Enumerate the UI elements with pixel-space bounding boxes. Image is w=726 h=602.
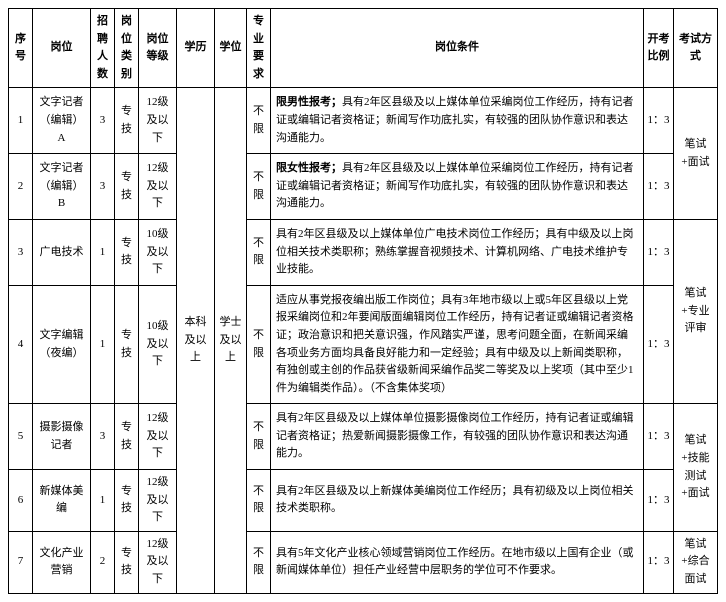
cell-major: 不限	[247, 531, 271, 593]
cell-post: 新媒体美编	[33, 470, 91, 532]
cell-post: 广电技术	[33, 219, 91, 285]
table-row: 6 新媒体美编 1 专技 12级及以下 不限 具有2年区县级及以上新媒体美编岗位…	[9, 470, 718, 532]
cell-cat: 专技	[115, 219, 139, 285]
cell-major: 不限	[247, 285, 271, 404]
cell-grade: 10级及以下	[139, 285, 177, 404]
table-row: 1 文字记者（编辑）A 3 专技 12级及以下 本科及以上 学士及以上 不限 限…	[9, 88, 718, 154]
header-cond: 岗位条件	[271, 9, 644, 88]
cell-post: 文字记者（编辑）B	[33, 154, 91, 220]
header-seq: 序号	[9, 9, 33, 88]
table-row: 5 摄影摄像记者 3 专技 12级及以下 不限 具有2年区县级及以上媒体单位摄影…	[9, 404, 718, 470]
cell-grade: 10级及以下	[139, 219, 177, 285]
cell-exam: 笔试+专业评审	[674, 219, 718, 403]
cell-num: 1	[91, 285, 115, 404]
cell-cat: 专技	[115, 470, 139, 532]
cell-cond: 具有2年区县级及以上媒体单位广电技术岗位工作经历；具有中级及以上岗位相关技术类职…	[271, 219, 644, 285]
table-row: 3 广电技术 1 专技 10级及以下 不限 具有2年区县级及以上媒体单位广电技术…	[9, 219, 718, 285]
cell-num: 3	[91, 154, 115, 220]
cell-cond: 限男性报考；具有2年区县级及以上媒体单位采编岗位工作经历，持有记者证或编辑记者资…	[271, 88, 644, 154]
header-grade: 岗位等级	[139, 9, 177, 88]
cell-major: 不限	[247, 88, 271, 154]
cell-cat: 专技	[115, 154, 139, 220]
cell-edu: 本科及以上	[177, 88, 215, 593]
cell-num: 3	[91, 404, 115, 470]
cell-ratio: 1：3	[644, 88, 674, 154]
cond-bold: 限男性报考；	[276, 96, 342, 108]
cell-seq: 6	[9, 470, 33, 532]
cell-post: 文字记者（编辑）A	[33, 88, 91, 154]
cell-cat: 专技	[115, 531, 139, 593]
cell-major: 不限	[247, 470, 271, 532]
table-row: 4 文字编辑（夜编） 1 专技 10级及以下 不限 适应从事党报夜编出版工作岗位…	[9, 285, 718, 404]
header-major: 专业要求	[247, 9, 271, 88]
cell-exam: 笔试+技能测试+面试	[674, 404, 718, 532]
cell-exam: 笔试+面试	[674, 88, 718, 220]
cell-cond: 具有2年区县级及以上新媒体美编岗位工作经历；具有初级及以上岗位相关技术类职称。	[271, 470, 644, 532]
cell-major: 不限	[247, 154, 271, 220]
cell-grade: 12级及以下	[139, 154, 177, 220]
cell-major: 不限	[247, 219, 271, 285]
cell-seq: 2	[9, 154, 33, 220]
cell-num: 3	[91, 88, 115, 154]
table-row: 7 文化产业 营销 2 专技 12级及以下 不限 具有5年文化产业核心领域营销岗…	[9, 531, 718, 593]
cell-cond: 具有5年文化产业核心领域营销岗位工作经历。在地市级以上国有企业（或新闻媒体单位）…	[271, 531, 644, 593]
cell-cat: 专技	[115, 404, 139, 470]
cell-grade: 12级及以下	[139, 88, 177, 154]
cell-seq: 1	[9, 88, 33, 154]
cell-post: 摄影摄像记者	[33, 404, 91, 470]
cell-seq: 4	[9, 285, 33, 404]
cell-post: 文字编辑（夜编）	[33, 285, 91, 404]
cell-num: 1	[91, 219, 115, 285]
cell-ratio: 1：3	[644, 154, 674, 220]
header-num: 招聘人数	[91, 9, 115, 88]
header-exam: 考试方式	[674, 9, 718, 88]
cell-cat: 专技	[115, 88, 139, 154]
cell-num: 2	[91, 531, 115, 593]
cell-ratio: 1：3	[644, 285, 674, 404]
cell-seq: 7	[9, 531, 33, 593]
cell-post: 文化产业 营销	[33, 531, 91, 593]
header-row: 序号 岗位 招聘人数 岗位类别 岗位等级 学历 学位 专业要求 岗位条件 开考比…	[9, 9, 718, 88]
cell-deg: 学士及以上	[215, 88, 247, 593]
cell-ratio: 1：3	[644, 219, 674, 285]
cell-grade: 12级及以下	[139, 404, 177, 470]
cell-exam: 笔试+综合面试	[674, 531, 718, 593]
cell-major: 不限	[247, 404, 271, 470]
header-edu: 学历	[177, 9, 215, 88]
header-cat: 岗位类别	[115, 9, 139, 88]
cell-ratio: 1：3	[644, 404, 674, 470]
cell-cond: 限女性报考；具有2年区县级及以上媒体单位采编岗位工作经历，持有记者证或编辑记者资…	[271, 154, 644, 220]
header-post: 岗位	[33, 9, 91, 88]
cell-ratio: 1：3	[644, 470, 674, 532]
cell-grade: 12级及以下	[139, 531, 177, 593]
cond-bold: 限女性报考；	[276, 162, 342, 174]
header-deg: 学位	[215, 9, 247, 88]
header-ratio: 开考比例	[644, 9, 674, 88]
cell-cat: 专技	[115, 285, 139, 404]
cell-seq: 3	[9, 219, 33, 285]
cell-cond: 适应从事党报夜编出版工作岗位；具有3年地市级以上或5年区县级以上党报采编岗位和2…	[271, 285, 644, 404]
cell-grade: 12级及以下	[139, 470, 177, 532]
cell-ratio: 1：3	[644, 531, 674, 593]
cell-cond: 具有2年区县级及以上媒体单位摄影摄像岗位工作经历，持有记者证或编辑记者资格证；热…	[271, 404, 644, 470]
recruitment-table: 序号 岗位 招聘人数 岗位类别 岗位等级 学历 学位 专业要求 岗位条件 开考比…	[8, 8, 718, 594]
cell-seq: 5	[9, 404, 33, 470]
table-row: 2 文字记者（编辑）B 3 专技 12级及以下 不限 限女性报考；具有2年区县级…	[9, 154, 718, 220]
cell-num: 1	[91, 470, 115, 532]
